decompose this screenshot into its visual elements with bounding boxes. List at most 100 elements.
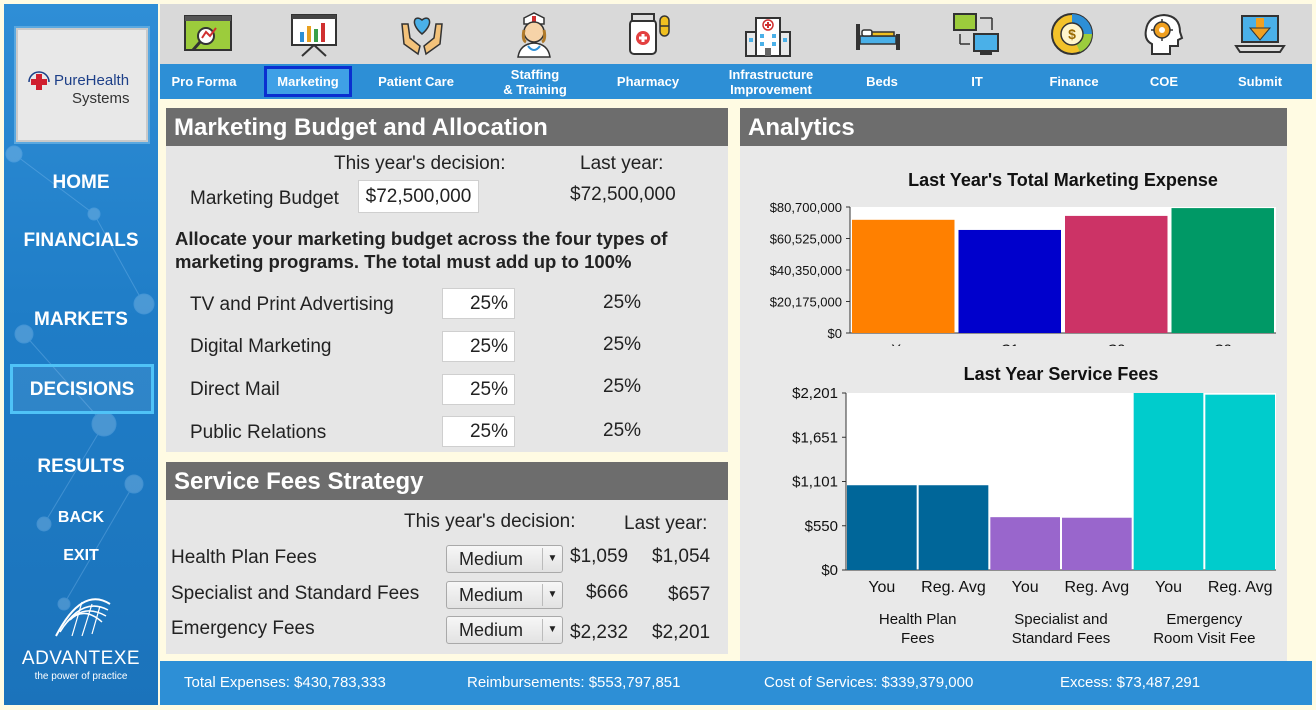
x-category-label: Reg. Avg: [921, 579, 986, 596]
y-tick-label: $1,101: [792, 474, 838, 491]
fee-label-health-plan: Health Plan Fees: [171, 547, 317, 568]
program-label-direct-mail: Direct Mail: [190, 379, 280, 400]
tab-infrastructure-line1: Infrastructure: [728, 66, 814, 82]
bar-6: [1205, 394, 1275, 570]
group-label-line2: Standard Fees: [1012, 630, 1110, 647]
y-tick-label: $20,175,000: [770, 295, 842, 310]
bed-icon[interactable]: [852, 10, 904, 58]
reimbursements: Reimbursements: $553,797,851: [467, 674, 681, 691]
program-input-digital[interactable]: 25%: [442, 331, 515, 362]
globe-grid-icon: [55, 598, 111, 637]
marketing-this-year-header: This year's decision:: [334, 153, 506, 174]
chart-title: Last Year Service Fees: [964, 364, 1159, 384]
nurse-icon[interactable]: [508, 10, 560, 58]
advantexe-name: ADVANTEXE: [21, 648, 141, 669]
laptop-download-icon[interactable]: [1234, 10, 1286, 58]
nav-results[interactable]: RESULTS: [37, 456, 125, 477]
tab-beds[interactable]: Beds: [866, 74, 898, 89]
fee-label-specialist: Specialist and Standard Fees: [171, 583, 420, 604]
y-tick-label: $1,651: [792, 429, 838, 446]
fees-this-year-header: This year's decision:: [404, 511, 576, 532]
tab-pro-forma[interactable]: Pro Forma: [171, 74, 237, 89]
nav-financials[interactable]: FINANCIALS: [23, 230, 139, 251]
tab-it[interactable]: IT: [971, 74, 983, 89]
x-category-label: C2: [1107, 341, 1125, 346]
chart-title: Last Year's Total Marketing Expense: [908, 170, 1218, 190]
marketing-icon[interactable]: [288, 10, 340, 58]
computer-network-icon[interactable]: [950, 10, 1002, 58]
nav-markets[interactable]: MARKETS: [34, 309, 128, 330]
head-gear-icon[interactable]: [1138, 10, 1190, 58]
bar-1: [847, 485, 917, 570]
bar-5: [1133, 393, 1204, 570]
nav-home[interactable]: HOME: [52, 172, 110, 193]
fee-this-year-health-plan: $1,059: [570, 546, 629, 567]
nav-exit[interactable]: EXIT: [63, 547, 99, 564]
bar-2: [958, 229, 1061, 333]
tab-staffing-training[interactable]: Staffing & Training: [485, 64, 585, 99]
x-category-label: C3: [1214, 341, 1232, 346]
tab-icons-row: $: [160, 4, 1312, 64]
fee-last-year-specialist: $657: [668, 584, 711, 605]
nav-back[interactable]: BACK: [57, 509, 105, 526]
program-input-direct-mail[interactable]: 25%: [442, 374, 515, 405]
analytics-panel-title: Analytics: [740, 108, 1287, 146]
marketing-budget-input[interactable]: $72,500,000: [358, 180, 479, 213]
tab-infrastructure-improvement[interactable]: Infrastructure Improvement: [716, 64, 826, 99]
allocation-instruction-line1: Allocate your marketing budget across th…: [175, 228, 668, 249]
marketing-budget-label: Marketing Budget: [190, 188, 339, 209]
fee-select-specialist-value: Medium: [459, 585, 524, 605]
dropdown-arrow-icon: ▼: [542, 619, 562, 641]
purehealth-logo: PureHealth Systems: [16, 28, 148, 142]
service-fees-panel: Service Fees Strategy This year's decisi…: [166, 462, 728, 654]
svg-text:$: $: [1068, 26, 1076, 42]
group-label-line1: Specialist and: [1014, 611, 1107, 628]
marketing-panel-title: Marketing Budget and Allocation: [166, 108, 728, 146]
bar-2: [918, 485, 989, 570]
x-category-label: You: [1012, 579, 1039, 596]
patient-care-icon[interactable]: [396, 10, 448, 58]
group-label-line1: Health Plan: [879, 611, 957, 628]
tab-patient-care[interactable]: Patient Care: [378, 74, 454, 89]
nav-decisions[interactable]: DECISIONS: [10, 364, 154, 414]
group-label-line2: Fees: [901, 630, 934, 647]
medical-cross-icon: [28, 71, 50, 90]
cost-of-services: Cost of Services: $339,379,000: [764, 674, 974, 691]
fee-this-year-emergency: $2,232: [570, 622, 629, 643]
bar-4: [1062, 517, 1132, 570]
y-tick-label: $80,700,000: [770, 200, 842, 215]
fee-select-specialist[interactable]: Medium ▼: [446, 581, 563, 609]
tab-marketing[interactable]: Marketing: [264, 66, 352, 97]
summary-bar: Total Expenses: $430,783,333 Reimburseme…: [160, 661, 1312, 705]
program-label-digital: Digital Marketing: [190, 336, 332, 357]
program-input-tv-print[interactable]: 25%: [442, 288, 515, 319]
tab-coe[interactable]: COE: [1149, 74, 1179, 89]
marketing-last-year-header: Last year:: [580, 153, 664, 174]
service-fees-chart: Last Year Service Fees $0 $550 $1,101 $1,651…: [792, 364, 1276, 647]
pill-bottle-icon[interactable]: [622, 10, 674, 58]
program-label-public-relations: Public Relations: [190, 422, 327, 443]
bar-3: [1065, 215, 1168, 333]
tab-pharmacy[interactable]: Pharmacy: [616, 74, 680, 89]
tab-staffing-line2: & Training: [503, 81, 567, 97]
hospital-building-icon[interactable]: [742, 10, 794, 58]
program-input-public-relations[interactable]: 25%: [442, 416, 515, 447]
x-category-label: You: [1155, 579, 1182, 596]
tab-submit[interactable]: Submit: [1237, 74, 1283, 89]
plot-area: [846, 393, 1276, 570]
group-label-line2: Room Visit Fee: [1153, 630, 1255, 647]
fee-select-emergency[interactable]: Medium ▼: [446, 616, 563, 644]
bar-1: [852, 219, 955, 333]
network-background: [5, 145, 155, 611]
fee-select-health-plan[interactable]: Medium ▼: [446, 545, 563, 573]
tab-finance[interactable]: Finance: [1049, 74, 1099, 89]
tabs-row: Pro Forma Marketing Patient Care Staffin…: [160, 64, 1312, 99]
x-category-label: Reg. Avg: [1065, 579, 1130, 596]
coin-chart-icon[interactable]: $: [1046, 10, 1098, 58]
pro-forma-icon[interactable]: [182, 10, 234, 58]
group-label-line1: Emergency: [1166, 611, 1242, 628]
fee-last-year-health-plan: $1,054: [652, 546, 711, 567]
total-expenses: Total Expenses: $430,783,333: [184, 674, 386, 691]
fees-last-year-header: Last year:: [624, 513, 708, 534]
